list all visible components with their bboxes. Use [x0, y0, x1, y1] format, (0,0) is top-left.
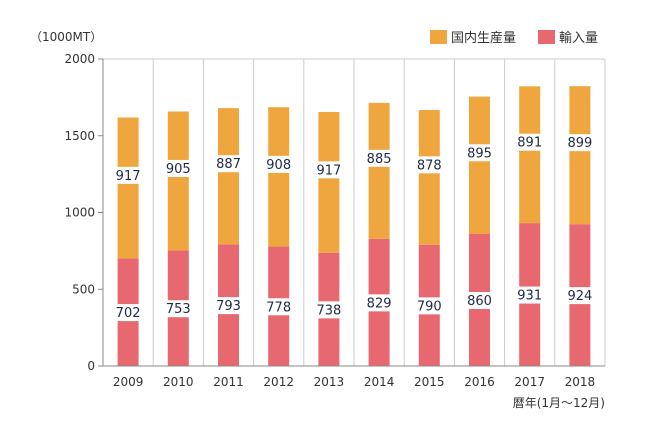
y-axis-unit-label: （1000MT） — [30, 30, 102, 44]
data-label-bg — [415, 156, 444, 174]
legend-label: 輸入量 — [559, 31, 598, 46]
data-label-import-2012: 778 — [266, 300, 291, 315]
legend-swatch — [430, 30, 447, 44]
x-tick-label: 2018 — [565, 375, 596, 389]
data-label-import-2016: 860 — [467, 294, 492, 309]
axes-group — [98, 58, 605, 367]
data-label-domestic-2018: 899 — [567, 136, 592, 151]
bar-domestic-2018 — [569, 86, 591, 225]
x-tick-label: 2012 — [263, 375, 294, 389]
data-label-domestic-2015: 878 — [417, 158, 442, 173]
y-tick-label: 1500 — [64, 129, 95, 143]
x-tick-label: 2010 — [163, 375, 194, 389]
x-axis-title: 暦年(1月〜12月) — [513, 396, 605, 410]
data-label-domestic-2017: 891 — [517, 136, 542, 151]
x-tick-label: 2015 — [414, 375, 445, 389]
vertical-grid — [102, 58, 606, 366]
x-tick-labels: 2009 2010 2011 2012 2013 2014 2015 2016 2017 2018 — [113, 375, 595, 389]
data-label-domestic-2013: 917 — [316, 163, 341, 178]
bar-domestic-2011 — [218, 108, 239, 245]
data-label-bg — [314, 301, 343, 319]
data-label-bg — [465, 291, 494, 309]
data-label-bg — [214, 297, 243, 315]
x-tick-label: 2011 — [213, 375, 244, 389]
data-label-bg — [415, 297, 444, 315]
data-label-import-2015: 790 — [417, 299, 442, 314]
data-label-import-2013: 738 — [316, 303, 341, 318]
legend-label: 国内生産量 — [451, 30, 516, 46]
data-label-domestic-2009: 917 — [116, 169, 141, 184]
y-tick-label: 500 — [72, 282, 95, 296]
data-label-import-2018: 924 — [567, 289, 592, 304]
data-label-domestic-2012: 908 — [266, 158, 291, 173]
data-label-bg — [565, 134, 594, 152]
x-tick-label: 2009 — [113, 375, 144, 389]
bar-domestic-2010 — [167, 111, 189, 251]
data-label-bg — [515, 286, 544, 304]
y-tick-label: 1000 — [64, 206, 95, 220]
data-label-bg — [214, 155, 243, 173]
bar-domestic-2014 — [368, 102, 390, 239]
data-label-import-2011: 793 — [216, 299, 241, 314]
x-tick-label: 2014 — [364, 375, 395, 389]
data-label-bg — [114, 304, 143, 322]
legend-swatch — [538, 30, 555, 44]
data-label-bg — [365, 149, 394, 167]
bar-domestic-2013 — [318, 111, 340, 253]
data-label-bg — [365, 294, 394, 312]
x-tick-label: 2013 — [314, 375, 345, 389]
data-label-bg — [565, 287, 594, 305]
data-label-bg — [465, 144, 494, 162]
data-label-domestic-2011: 887 — [216, 157, 241, 172]
bar-domestic-2012 — [268, 107, 290, 247]
bar-domestic-2016 — [469, 96, 490, 234]
data-label-import-2014: 829 — [367, 296, 392, 311]
data-label-domestic-2016: 895 — [467, 146, 492, 161]
data-label-bg — [264, 298, 293, 316]
y-tick-label: 0 — [87, 359, 95, 373]
data-label-bg — [164, 300, 193, 318]
bar-domestic-2015 — [418, 109, 440, 245]
bar-domestic-2017 — [519, 86, 541, 224]
x-tick-label: 2017 — [514, 375, 545, 389]
data-label-bg — [114, 166, 143, 184]
bar-domestic-2009 — [117, 117, 139, 259]
data-label-bg — [515, 133, 544, 151]
data-label-domestic-2014: 885 — [367, 152, 392, 167]
data-label-bg — [314, 161, 343, 179]
data-label-import-2017: 931 — [517, 289, 542, 304]
legend: 国内生産量 輸入量 — [430, 30, 598, 46]
data-label-import-2010: 753 — [166, 302, 191, 317]
data-label-bg — [164, 159, 193, 177]
data-label-bg — [264, 155, 293, 173]
data-label-import-2009: 702 — [116, 306, 141, 321]
data-labels: 702 917 753 905 793 887 778 908 738 917 829 885 790 8… — [114, 133, 594, 322]
data-label-domestic-2010: 905 — [166, 162, 191, 177]
y-tick-label: 2000 — [64, 52, 95, 66]
y-tick-labels: 0 500 1000 1500 2000 — [64, 52, 95, 373]
x-tick-label: 2016 — [464, 375, 495, 389]
